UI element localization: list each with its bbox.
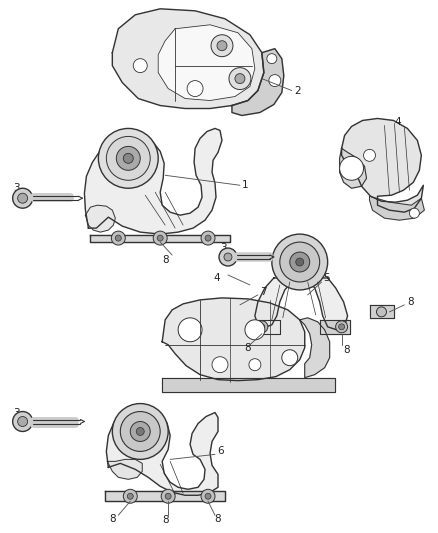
Circle shape: [18, 416, 28, 426]
Circle shape: [205, 493, 211, 499]
Text: 3: 3: [13, 183, 19, 193]
Circle shape: [111, 231, 125, 245]
Circle shape: [127, 493, 133, 499]
Circle shape: [153, 231, 167, 245]
Circle shape: [280, 242, 320, 282]
Polygon shape: [112, 9, 264, 109]
Circle shape: [124, 154, 133, 163]
Circle shape: [290, 252, 310, 272]
Circle shape: [136, 427, 144, 435]
Circle shape: [272, 234, 328, 290]
Circle shape: [18, 193, 28, 203]
Polygon shape: [106, 491, 225, 501]
Polygon shape: [370, 305, 395, 318]
Circle shape: [410, 208, 419, 218]
Polygon shape: [320, 320, 350, 334]
Circle shape: [377, 307, 386, 317]
Text: 6: 6: [217, 447, 224, 456]
Text: 8: 8: [343, 345, 350, 355]
Text: 2: 2: [294, 86, 300, 95]
Polygon shape: [162, 298, 305, 381]
Circle shape: [201, 489, 215, 503]
Circle shape: [229, 68, 251, 90]
Circle shape: [187, 80, 203, 96]
Text: 4: 4: [395, 117, 401, 127]
Polygon shape: [255, 278, 300, 328]
Text: 4: 4: [213, 273, 219, 283]
Circle shape: [161, 489, 175, 503]
Text: 5: 5: [324, 273, 330, 283]
Polygon shape: [85, 205, 115, 232]
Circle shape: [13, 188, 32, 208]
Text: 8: 8: [215, 514, 221, 524]
Polygon shape: [162, 378, 335, 392]
Circle shape: [256, 321, 268, 333]
Circle shape: [205, 235, 211, 241]
Polygon shape: [300, 278, 348, 330]
Polygon shape: [232, 49, 284, 116]
Circle shape: [133, 59, 147, 72]
Text: 3: 3: [13, 408, 19, 417]
Circle shape: [124, 489, 137, 503]
Circle shape: [249, 359, 261, 370]
Text: 8: 8: [162, 255, 169, 265]
Polygon shape: [339, 148, 367, 188]
Circle shape: [117, 147, 140, 171]
Circle shape: [112, 403, 168, 459]
Circle shape: [217, 41, 227, 51]
Polygon shape: [90, 235, 230, 242]
Circle shape: [269, 75, 281, 86]
Circle shape: [165, 493, 171, 499]
Circle shape: [245, 320, 265, 340]
Circle shape: [282, 350, 298, 366]
Text: 3: 3: [220, 243, 226, 253]
Circle shape: [336, 321, 348, 333]
Polygon shape: [370, 196, 424, 220]
Circle shape: [235, 74, 245, 84]
Circle shape: [364, 149, 375, 161]
Circle shape: [178, 318, 202, 342]
Text: 8: 8: [244, 343, 251, 353]
Circle shape: [212, 357, 228, 373]
Polygon shape: [106, 406, 218, 495]
Circle shape: [296, 258, 304, 266]
Polygon shape: [85, 128, 222, 234]
Circle shape: [201, 231, 215, 245]
Circle shape: [120, 411, 160, 451]
Circle shape: [339, 324, 345, 330]
Circle shape: [115, 235, 121, 241]
Polygon shape: [107, 459, 142, 479]
Circle shape: [157, 235, 163, 241]
Circle shape: [106, 136, 150, 180]
Circle shape: [259, 324, 265, 330]
Text: 8: 8: [109, 514, 116, 524]
Polygon shape: [342, 118, 424, 212]
Circle shape: [99, 128, 158, 188]
Circle shape: [267, 54, 277, 63]
Polygon shape: [158, 25, 255, 101]
Circle shape: [339, 156, 364, 180]
Polygon shape: [253, 320, 280, 334]
Text: 1: 1: [242, 180, 248, 190]
Circle shape: [224, 253, 232, 261]
Circle shape: [219, 248, 237, 266]
Circle shape: [130, 422, 150, 441]
Circle shape: [211, 35, 233, 56]
Polygon shape: [300, 318, 330, 378]
Text: 7: 7: [260, 287, 266, 297]
Text: 8: 8: [407, 297, 414, 307]
Text: 8: 8: [162, 515, 169, 525]
Circle shape: [13, 411, 32, 432]
